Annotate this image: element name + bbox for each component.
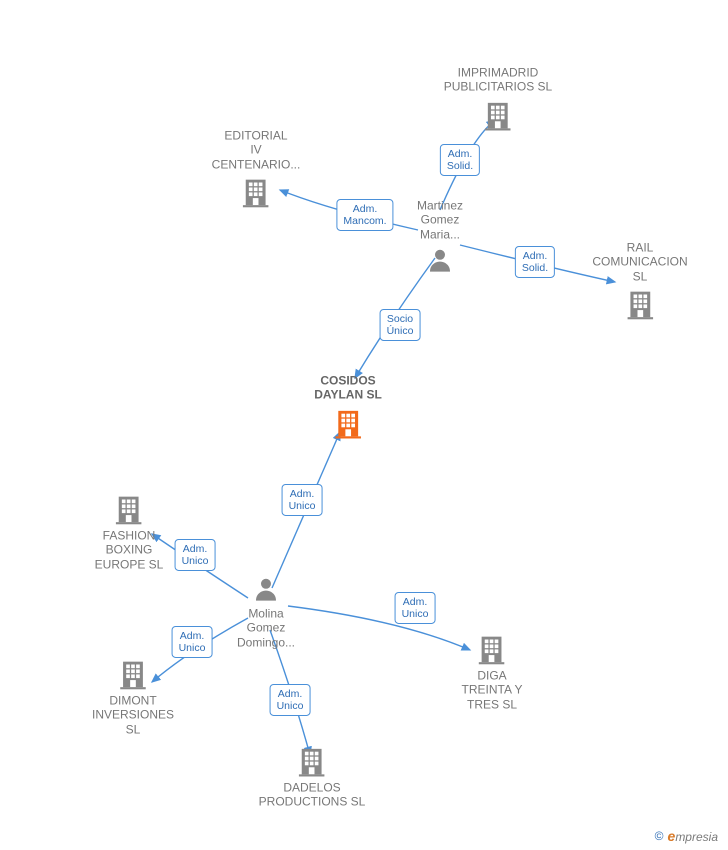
- copyright-symbol: ©: [655, 829, 664, 843]
- node-label: IMPRIMADRID PUBLICITARIOS SL: [444, 66, 552, 95]
- building-icon: [239, 176, 273, 210]
- building-icon: [112, 492, 146, 526]
- building-icon-wrap: [314, 406, 382, 440]
- node-dimont[interactable]: DIMONT INVERSIONES SL: [92, 653, 174, 736]
- node-fashion[interactable]: FASHION BOXING EUROPE SL: [95, 488, 164, 571]
- person-icon: [251, 574, 281, 604]
- footer-brand: © empresia: [655, 828, 718, 844]
- building-icon: [475, 632, 509, 666]
- edge-label-molina-dadelos: Adm. Unico: [270, 684, 311, 716]
- node-label: Molina Gomez Domingo...: [237, 606, 295, 649]
- person-icon-wrap: [417, 246, 463, 276]
- node-dadelos[interactable]: DADELOS PRODUCTIONS SL: [259, 741, 366, 810]
- building-icon-wrap: [92, 657, 174, 691]
- person-icon: [425, 246, 455, 276]
- building-icon: [295, 745, 329, 779]
- building-icon-wrap: [259, 745, 366, 779]
- node-label: Martinez Gomez Maria...: [417, 198, 463, 241]
- edge-label-martinez-rail: Adm. Solid.: [515, 246, 555, 278]
- edge-label-molina-center: Adm. Unico: [282, 484, 323, 516]
- node-label: EDITORIAL IV CENTENARIO...: [212, 128, 301, 171]
- edge-label-molina-diga: Adm. Unico: [395, 592, 436, 624]
- node-center[interactable]: COSIDOS DAYLAN SL: [314, 374, 382, 443]
- edge-label-molina-dimont: Adm. Unico: [172, 626, 213, 658]
- building-icon-wrap: [592, 288, 687, 322]
- diagram-canvas: COSIDOS DAYLAN SL Martinez Gomez Maria..…: [0, 0, 728, 850]
- node-diga[interactable]: DIGA TREINTA Y TRES SL: [462, 628, 523, 711]
- building-icon-wrap: [95, 492, 164, 526]
- node-molina[interactable]: Molina Gomez Domingo...: [237, 570, 295, 649]
- node-imprimadrid[interactable]: IMPRIMADRID PUBLICITARIOS SL: [444, 66, 552, 135]
- building-icon-wrap: [212, 176, 301, 210]
- brand-text: empresia: [668, 828, 718, 844]
- edge-label-martinez-center: Socio Único: [380, 309, 421, 341]
- person-icon-wrap: [237, 574, 295, 604]
- node-martinez[interactable]: Martinez Gomez Maria...: [417, 198, 463, 277]
- building-icon: [623, 288, 657, 322]
- node-label: COSIDOS DAYLAN SL: [314, 374, 382, 403]
- edge-label-martinez-editorial: Adm. Mancom.: [336, 199, 393, 231]
- node-editorial[interactable]: EDITORIAL IV CENTENARIO...: [212, 128, 301, 211]
- building-icon: [331, 406, 365, 440]
- building-icon: [481, 98, 515, 132]
- node-label: DIGA TREINTA Y TRES SL: [462, 668, 523, 711]
- node-label: RAIL COMUNICACION SL: [592, 240, 687, 283]
- node-rail[interactable]: RAIL COMUNICACION SL: [592, 240, 687, 323]
- node-label: DADELOS PRODUCTIONS SL: [259, 781, 366, 810]
- edge-molina-diga: [288, 606, 470, 650]
- node-label: FASHION BOXING EUROPE SL: [95, 528, 164, 571]
- node-label: DIMONT INVERSIONES SL: [92, 693, 174, 736]
- building-icon-wrap: [444, 98, 552, 132]
- edge-label-martinez-imprimadrid: Adm. Solid.: [440, 144, 480, 176]
- building-icon-wrap: [462, 632, 523, 666]
- building-icon: [116, 657, 150, 691]
- edge-label-molina-fashion: Adm. Unico: [175, 539, 216, 571]
